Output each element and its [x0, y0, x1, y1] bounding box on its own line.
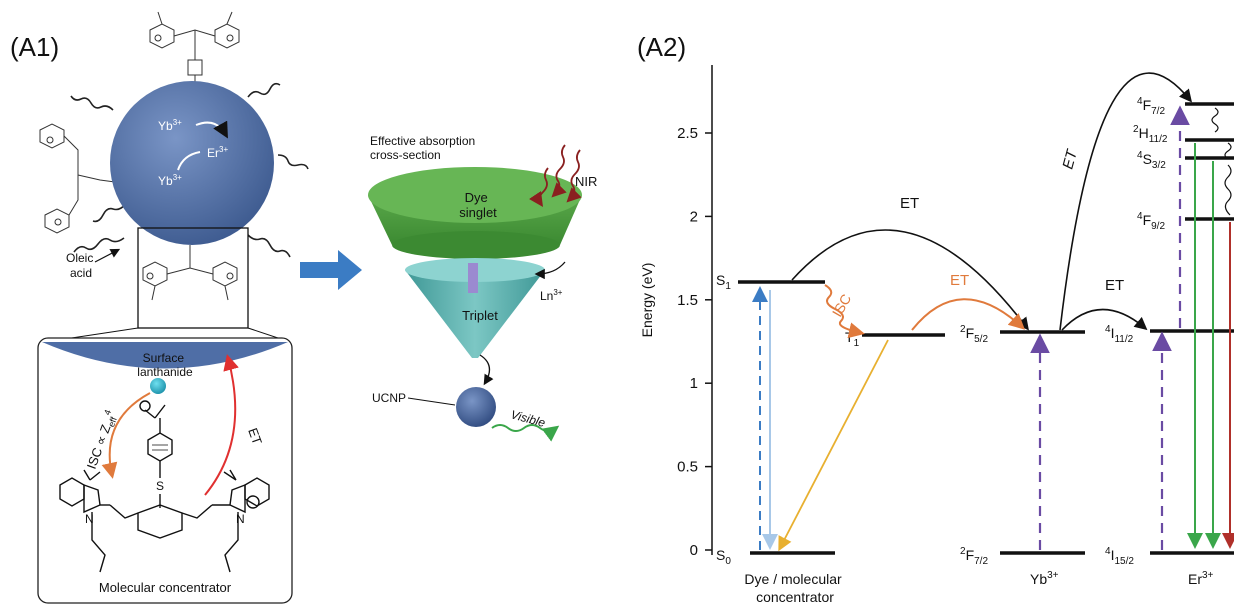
panel-a2: (A2) 00.511.522.5 Energy (eV) S1 S0 T1 I…	[637, 32, 1234, 605]
y-tick-label: 2.5	[677, 125, 698, 142]
surface-lanthanide-label: Surface lanthanide	[137, 351, 193, 379]
h112-label: 2H11/2	[1133, 124, 1168, 145]
yb-top-label: Yb3+	[158, 118, 182, 133]
triplet-cone	[405, 270, 545, 358]
nir-label: NIR	[575, 174, 597, 189]
s0-label: S0	[716, 547, 731, 567]
et-s1-label: ET	[900, 195, 919, 212]
ln-label: Ln3+	[540, 288, 563, 303]
panel-a2-label: (A2)	[637, 32, 686, 62]
dye-singlet-bottom	[392, 231, 560, 259]
f92-label: 4F9/2	[1137, 211, 1165, 232]
y-tick-label: 2	[690, 208, 698, 225]
er-nonradiative-3	[1224, 164, 1232, 216]
triplet-label: Triplet	[462, 308, 498, 323]
er-nonradiative-1	[1211, 107, 1219, 133]
big-transition-arrow	[300, 250, 362, 290]
dye-singlet-top	[368, 167, 582, 223]
y-tick-label: 1.5	[677, 292, 698, 309]
n-left: N	[85, 512, 94, 526]
svg-text:S: S	[156, 479, 164, 493]
et-s1-yb-arrow	[791, 229, 1029, 331]
ucnp-pointer	[407, 397, 456, 406]
ucnp-label: UCNP	[372, 391, 406, 405]
y-ticks: 0 0.5 1 1.5 2 2.5	[677, 125, 712, 559]
i112-label: 4I11/2	[1105, 324, 1134, 345]
effective-absorption-label: Effective absorption cross-section	[370, 134, 479, 162]
y-tick-label: 1	[690, 375, 698, 392]
dye-singlet-label: Dye singlet	[459, 190, 497, 220]
sphere-labels: Yb3+ Er3+ Yb3+	[158, 118, 228, 188]
isc-arrow	[101, 392, 151, 479]
panel-a1: (A1)	[10, 11, 597, 604]
et-t1-yb-arrow	[911, 298, 1025, 331]
yb-bottom-label: Yb3+	[1030, 570, 1059, 587]
y-tick-label: 0.5	[677, 459, 698, 476]
er-levels	[1150, 102, 1234, 555]
f72-label: 2F7/2	[960, 546, 988, 567]
lanthanide-ion	[150, 378, 166, 394]
cyanine-molecule-bottom	[142, 245, 238, 301]
et-arrow	[204, 354, 239, 496]
nanoparticle-sphere	[110, 81, 274, 245]
et-upper-label: ET	[1059, 146, 1081, 171]
panel-a1-label: (A1)	[10, 32, 59, 62]
et-yb-er-label: ET	[1105, 277, 1124, 294]
energy-transfer-arrow-top	[195, 120, 228, 139]
er-nonradiative-2	[1224, 142, 1232, 160]
visible-emission-arrow	[491, 424, 560, 442]
molecular-concentrator-label: Molecular concentrator	[99, 580, 232, 595]
f72er-label: 4F7/2	[1137, 96, 1165, 117]
oleic-acid-pointer	[94, 248, 121, 263]
t1-s0-arrow	[778, 339, 889, 552]
yb-bottom-label: Yb3+	[158, 173, 182, 188]
s1-label: S1	[716, 272, 731, 292]
et-yb-er-upper-arrow	[1059, 72, 1193, 331]
ucnp-sphere	[456, 387, 496, 427]
er-bottom-label: Er3+	[1188, 570, 1214, 587]
i152-label: 4I15/2	[1105, 546, 1134, 567]
et-yb-er-arrow	[1061, 308, 1148, 331]
energy-transfer-arrow-bottom	[177, 151, 201, 171]
er-label: Er3+	[207, 145, 228, 160]
oleic-acid-chains	[70, 82, 309, 258]
s32-label: 4S3/2	[1137, 150, 1166, 171]
f52-label: 2F5/2	[960, 324, 988, 345]
oleic-acid-label: Oleic acid	[66, 251, 97, 280]
zoom-box	[137, 227, 249, 329]
et-label-a1: ET	[245, 426, 265, 447]
dye-label: Dye / molecular concentrator	[744, 571, 845, 605]
cone-to-ucnp-arrow	[479, 354, 494, 386]
cyanine-molecule-left	[39, 123, 116, 234]
n-right: N	[236, 512, 245, 526]
y-tick-label: 0	[690, 542, 698, 559]
nir-arrows	[529, 144, 582, 207]
et-t1-label: ET	[950, 272, 969, 289]
molecular-concentrator-structure: S	[59, 400, 270, 573]
detail-panel	[37, 337, 293, 604]
ln-arrow	[534, 261, 566, 280]
isc-label-a2: ISC	[829, 291, 855, 319]
isc-wavy-arrow	[824, 284, 865, 339]
funnel-core	[468, 263, 478, 293]
y-axis-label: Energy (eV)	[639, 263, 655, 338]
